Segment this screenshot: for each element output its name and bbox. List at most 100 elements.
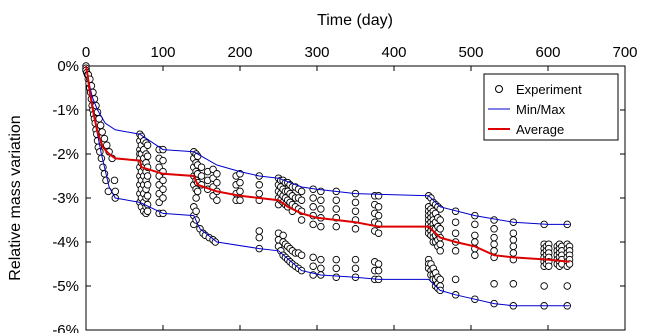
experiment-point <box>143 192 152 200</box>
x-tick-label: 700 <box>612 44 637 61</box>
legend-label-experiment: Experiment <box>516 82 582 97</box>
experiment-point <box>213 196 221 204</box>
experiment-point <box>309 253 317 262</box>
experiment-point <box>297 251 306 259</box>
experiment-point <box>351 255 360 264</box>
average-line <box>85 65 570 263</box>
x-tick-label: 100 <box>150 44 175 61</box>
experiment-point <box>159 185 167 193</box>
experiment-point <box>297 196 306 204</box>
experiment-point <box>213 170 221 178</box>
y-tick-label: -4% <box>52 234 79 251</box>
experiment-point <box>309 194 317 202</box>
experiment-point <box>451 247 460 255</box>
experiment-point <box>471 220 479 229</box>
experiment-point <box>351 207 360 215</box>
experiment-point <box>490 280 498 288</box>
experiment-point <box>236 187 244 196</box>
experiment-point <box>96 121 105 130</box>
series-average <box>85 65 570 263</box>
experiment-point <box>100 134 109 143</box>
experiment-point <box>471 251 479 259</box>
x-tick-label: 500 <box>458 44 483 61</box>
max-line <box>85 65 570 225</box>
series-experiment <box>82 62 574 310</box>
experiment-point <box>297 187 306 196</box>
experiment-point <box>332 255 341 264</box>
experiment-point <box>236 178 244 187</box>
y-tick-label: -6% <box>52 322 79 333</box>
experiment-point <box>563 282 572 290</box>
experiment-point <box>332 205 341 213</box>
experiment-point <box>509 229 518 237</box>
experiment-point <box>351 198 360 207</box>
experiment-point <box>332 273 341 281</box>
experiment-point <box>490 233 498 242</box>
experiment-point <box>436 240 444 248</box>
experiment-point <box>351 264 360 273</box>
experiment-point <box>374 203 383 211</box>
experiment-point <box>213 178 221 187</box>
experiment-point <box>159 156 167 165</box>
x-tick-label: 600 <box>535 44 560 61</box>
experiment-point <box>143 141 152 149</box>
experiment-point <box>143 152 152 160</box>
experiment-point <box>255 189 263 198</box>
x-tick-label: 300 <box>304 44 329 61</box>
experiment-point <box>193 187 202 196</box>
experiment-point <box>255 181 263 189</box>
experiment-point <box>192 194 200 202</box>
experiment-point <box>255 233 263 242</box>
legend: Experiment Min/Max Average <box>483 73 619 141</box>
experiment-point <box>471 231 479 240</box>
experiment-point <box>103 141 111 149</box>
x-axis-title: Time (day) <box>317 12 393 29</box>
experiment-point <box>509 236 518 244</box>
experiment-point <box>332 222 341 231</box>
experiment-point <box>143 172 152 180</box>
experiment-point <box>509 249 518 257</box>
experiment-point <box>197 172 206 180</box>
experiment-point <box>509 280 518 288</box>
experiment-point <box>255 227 263 235</box>
experiment-point <box>451 229 460 237</box>
experiment-point <box>197 163 206 171</box>
experiment-point <box>96 148 104 156</box>
experiment-point <box>279 231 287 240</box>
experiment-point <box>374 229 383 237</box>
experiment-point <box>374 211 383 220</box>
experiment-point <box>143 207 152 215</box>
experiment-point <box>309 220 317 229</box>
experiment-point <box>490 216 498 224</box>
legend-label-minmax: Min/Max <box>516 102 566 117</box>
experiment-point <box>451 218 460 226</box>
experiment-point <box>297 216 306 224</box>
x-tick-label: 400 <box>381 44 406 61</box>
x-tick-label: 0 <box>82 44 90 61</box>
experiment-point <box>192 207 200 215</box>
experiment-point <box>509 242 518 251</box>
experiment-point <box>374 192 383 200</box>
experiment-point <box>332 196 341 204</box>
min-line <box>85 65 570 307</box>
experiment-point <box>436 275 444 284</box>
experiment-point <box>490 225 498 233</box>
experiment-point <box>236 196 244 204</box>
experiment-point <box>110 176 119 185</box>
experiment-point <box>471 238 479 246</box>
y-tick-label: 0% <box>57 58 79 75</box>
legend-label-average: Average <box>516 122 564 137</box>
experiment-point <box>451 275 460 284</box>
experiment-point <box>436 247 444 255</box>
experiment-point <box>374 260 383 268</box>
experiment-point <box>317 222 325 231</box>
experiment-point <box>98 128 106 136</box>
legend-marker-experiment <box>495 85 503 93</box>
experiment-point <box>309 262 317 270</box>
experiment-point <box>436 216 444 224</box>
experiment-point <box>317 205 325 213</box>
experiment-point <box>309 203 317 211</box>
x-axis: 0 100 200 300 400 500 600 700 <box>82 44 638 330</box>
y-tick-label: -5% <box>52 278 79 295</box>
